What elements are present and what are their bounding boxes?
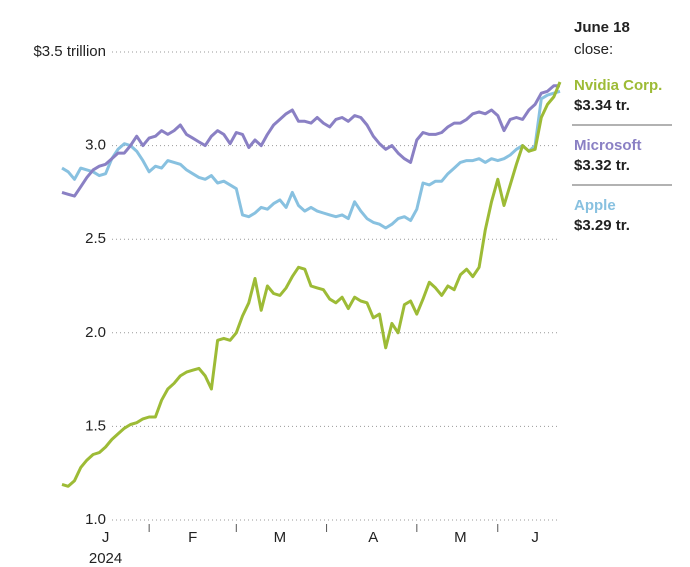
end-value-label: $3.32 tr.: [574, 157, 630, 174]
x-tick-label: J: [531, 529, 539, 546]
legend-name: Apple: [574, 197, 616, 214]
legend-name: Nvidia Corp.: [574, 77, 662, 94]
legend-name: Microsoft: [574, 137, 642, 154]
x-tick-label: M: [454, 529, 467, 546]
end-value-label: $3.29 tr.: [574, 217, 630, 234]
x-tick-label: F: [188, 529, 197, 546]
x-sublabel: 2024: [89, 550, 122, 567]
annotation-title: June 18: [574, 19, 630, 36]
y-tick-label: 1.0: [85, 511, 106, 528]
x-tick-label: J: [102, 529, 110, 546]
y-tick-label: $3.5 trillion: [33, 43, 106, 60]
y-tick-label: 2.0: [85, 324, 106, 341]
series-line: [61, 81, 562, 488]
end-value-label: $3.34 tr.: [574, 97, 630, 114]
x-tick-label: A: [368, 529, 378, 546]
y-tick-label: 3.0: [85, 137, 106, 154]
y-tick-label: 2.5: [85, 230, 106, 247]
x-tick-label: M: [274, 529, 287, 546]
annotation-subtitle: close:: [574, 41, 613, 58]
series-line: [61, 84, 560, 198]
y-tick-label: 1.5: [85, 417, 106, 434]
series-line: [61, 89, 561, 230]
